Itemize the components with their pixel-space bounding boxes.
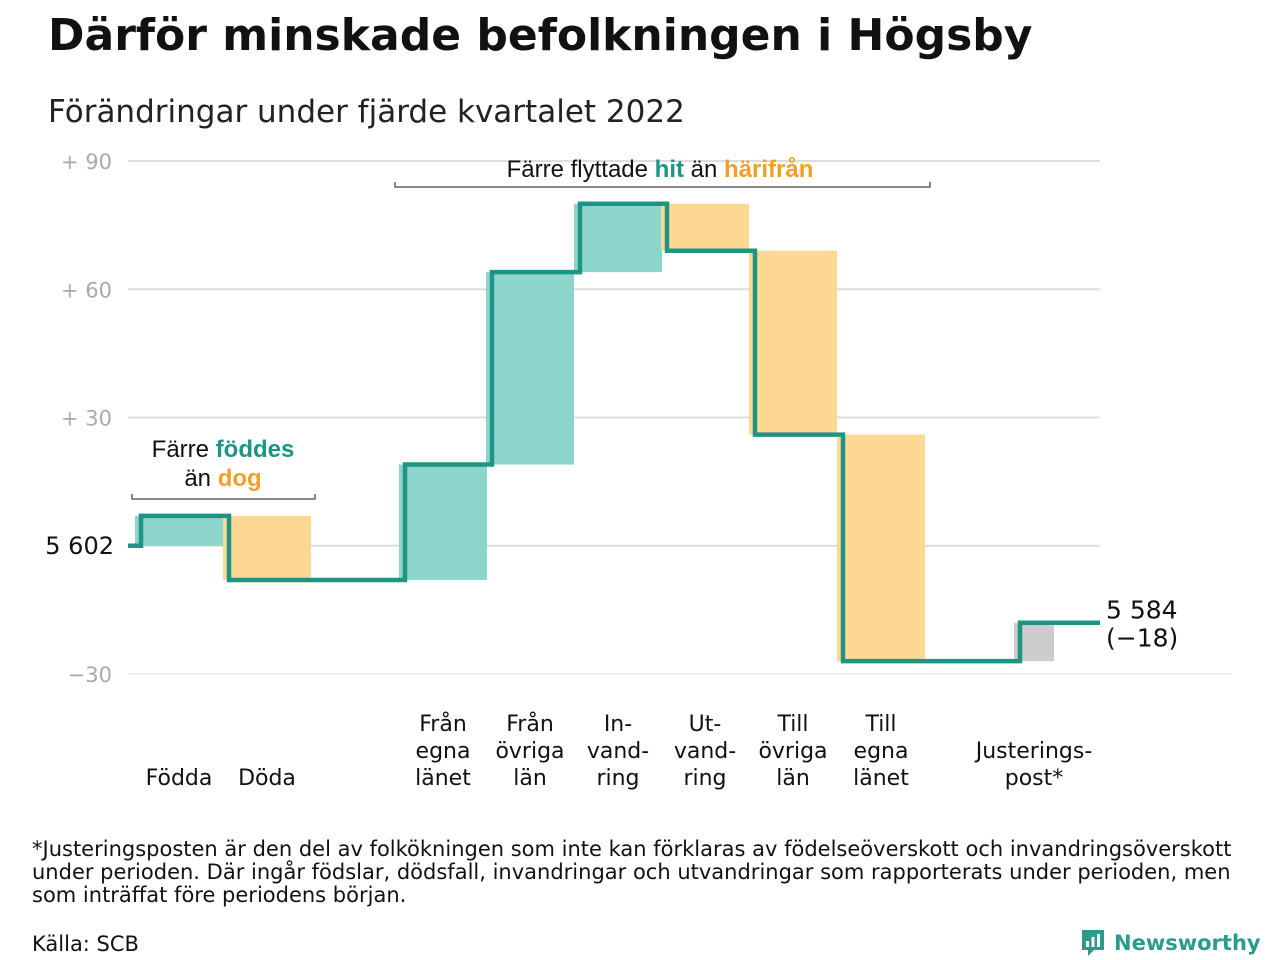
births-bracket — [131, 494, 316, 500]
bar-1 — [135, 515, 223, 546]
brand: Newsworthy — [1080, 928, 1261, 958]
category-label: egna — [416, 739, 471, 764]
footnote: *Justeringsposten är den del av folkökni… — [32, 837, 1232, 907]
chart-subtitle: Förändringar under fjärde kvartalet 2022 — [48, 94, 685, 130]
births-annotation-line1: Färre föddes — [152, 436, 295, 463]
waterfall-chart: + 90 + 60 + 30 −30 5 602 5 584(−18) Födda Döda F… — [45, 150, 1232, 791]
category-label: länet — [415, 766, 471, 791]
category-label: övriga — [495, 739, 564, 764]
end-value-label: 5 584 — [1106, 596, 1178, 625]
bar-3 — [399, 464, 487, 580]
category-label: egna — [854, 739, 909, 764]
start-value-label: 5 602 — [45, 532, 114, 560]
source-label: Källa: SCB — [32, 932, 139, 956]
brand-name: Newsworthy — [1114, 931, 1261, 955]
category-label: övriga — [758, 739, 827, 764]
category-label: Ut- — [689, 712, 722, 737]
bar-8 — [837, 434, 925, 662]
y-tick-label: + 60 — [61, 278, 112, 302]
category-label: länet — [853, 766, 909, 791]
bar-6 — [661, 203, 749, 251]
category-label: Födda — [146, 766, 213, 791]
migration-annotation: Färre flyttade hit än härifrån — [507, 156, 814, 183]
y-tick-label: + 30 — [61, 407, 112, 431]
category-label: län — [776, 766, 810, 791]
end-change-label: (−18) — [1106, 624, 1178, 653]
category-label: Från — [506, 711, 554, 737]
category-label: Till — [776, 712, 808, 737]
category-label: län — [513, 766, 547, 791]
category-label: vand- — [674, 739, 736, 764]
bar-2 — [223, 515, 311, 580]
chart-title: Därför minskade befolkningen i Högsby — [48, 10, 1033, 61]
cumulative-step-line — [128, 201, 1100, 664]
y-tick-label: −30 — [68, 663, 112, 687]
births-annotation-line2: än dog — [184, 465, 261, 492]
bar-7 — [749, 250, 837, 435]
y-tick-label: + 90 — [61, 150, 112, 174]
migration-bracket — [394, 182, 931, 188]
category-label: Döda — [238, 766, 296, 791]
category-label: Till — [864, 712, 896, 737]
category-label: vand- — [587, 739, 649, 764]
category-label: post* — [1005, 766, 1064, 791]
bar-4 — [486, 272, 574, 465]
category-label: Justerings- — [974, 739, 1093, 764]
newsworthy-logo-icon — [1082, 930, 1104, 956]
bar-5 — [574, 203, 662, 273]
category-label: ring — [596, 766, 639, 791]
category-label: ring — [683, 766, 726, 791]
category-label: In- — [604, 712, 632, 737]
category-label: Från — [419, 711, 467, 737]
